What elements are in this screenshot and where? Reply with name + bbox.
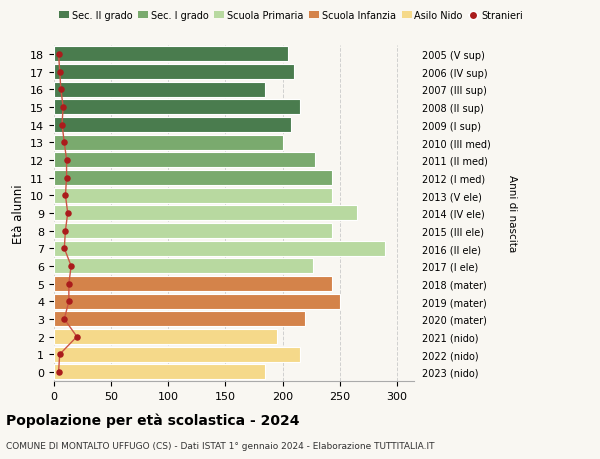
Bar	[54, 259, 313, 274]
Text: COMUNE DI MONTALTO UFFUGO (CS) - Dati ISTAT 1° gennaio 2024 - Elaborazione TUTTI: COMUNE DI MONTALTO UFFUGO (CS) - Dati IS…	[6, 441, 434, 450]
Y-axis label: Anni di nascita: Anni di nascita	[507, 175, 517, 252]
Bar	[54, 330, 277, 344]
Point	[61, 192, 70, 200]
Point	[59, 139, 69, 146]
Point	[62, 157, 71, 164]
Bar	[54, 188, 332, 203]
Bar	[54, 135, 283, 151]
Y-axis label: Età alunni: Età alunni	[11, 184, 25, 243]
Bar	[54, 224, 332, 239]
Bar	[54, 294, 340, 309]
Point	[59, 316, 69, 323]
Point	[67, 263, 76, 270]
Bar	[54, 312, 305, 327]
Bar	[54, 276, 332, 291]
Bar	[54, 47, 288, 62]
Bar	[54, 83, 265, 97]
Bar	[54, 347, 300, 362]
Point	[64, 280, 74, 288]
Point	[62, 174, 71, 182]
Point	[54, 369, 64, 376]
Point	[58, 104, 68, 111]
Point	[64, 298, 74, 305]
Bar	[54, 65, 294, 80]
Bar	[54, 364, 265, 380]
Point	[55, 69, 65, 76]
Point	[54, 51, 64, 58]
Point	[72, 333, 82, 341]
Point	[57, 122, 67, 129]
Bar	[54, 241, 385, 256]
Point	[63, 210, 73, 217]
Point	[55, 351, 65, 358]
Bar	[54, 118, 290, 133]
Bar	[54, 100, 300, 115]
Point	[61, 227, 70, 235]
Point	[56, 86, 65, 94]
Text: Popolazione per età scolastica - 2024: Popolazione per età scolastica - 2024	[6, 413, 299, 428]
Bar	[54, 171, 332, 185]
Legend: Sec. II grado, Sec. I grado, Scuola Primaria, Scuola Infanzia, Asilo Nido, Stran: Sec. II grado, Sec. I grado, Scuola Prim…	[55, 7, 527, 25]
Bar	[54, 153, 314, 168]
Bar	[54, 206, 357, 221]
Point	[59, 245, 69, 252]
